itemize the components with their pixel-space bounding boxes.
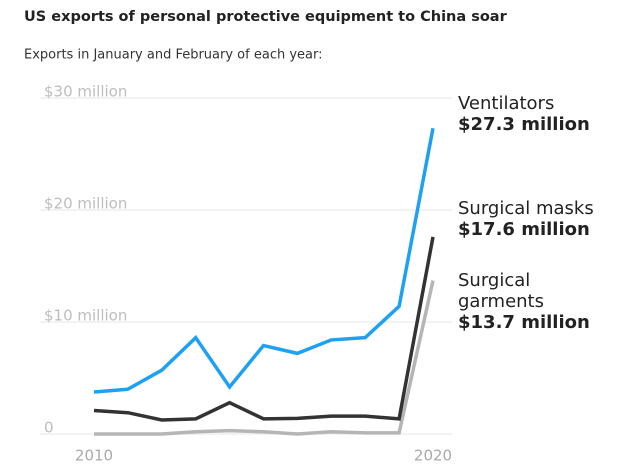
value-label: $17.6 million — [458, 219, 590, 240]
legend-label: Surgical masks — [458, 198, 594, 219]
series-line — [93, 127, 435, 394]
end-label: Ventilators $27.3 million — [458, 93, 608, 135]
end-label: Surgical masks $17.6 million — [458, 198, 608, 240]
legend-label: Surgical garments — [458, 270, 544, 312]
y-tick-label: $10 million — [44, 307, 127, 325]
value-label: $13.7 million — [458, 312, 590, 333]
end-label: Surgical garments $13.7 million — [458, 270, 608, 333]
y-tick-label: $20 million — [44, 195, 127, 213]
series-line — [93, 236, 435, 422]
x-tick-label: 2010 — [75, 447, 113, 465]
chart-title: US exports of personal protective equipm… — [24, 9, 508, 25]
chart-subtitle: Exports in January and February of each … — [24, 48, 323, 63]
y-tick-label: $30 million — [44, 83, 127, 101]
series-line — [94, 280, 435, 436]
x-tick-label: 2020 — [414, 447, 452, 465]
value-label: $27.3 million — [458, 114, 590, 135]
legend-label: Ventilators — [458, 93, 555, 114]
y-tick-label: 0 — [44, 419, 54, 437]
